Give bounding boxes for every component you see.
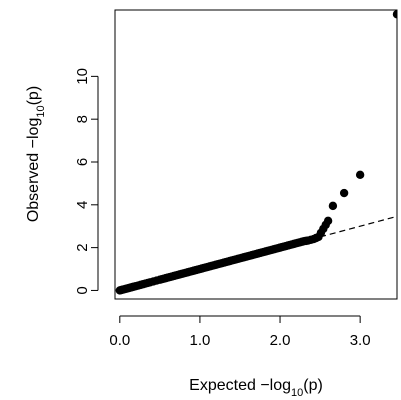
y-tick-label: 4 xyxy=(74,201,91,209)
x-axis-title: Expected −log10(p) xyxy=(189,377,323,399)
series-points xyxy=(115,10,397,295)
data-point xyxy=(323,216,333,226)
reference-line-layer xyxy=(319,215,398,238)
x-tick-label: 1.0 xyxy=(189,332,210,349)
data-point xyxy=(392,10,397,19)
plot-frame xyxy=(114,9,398,300)
y-tick-label: 2 xyxy=(74,243,91,251)
data-point xyxy=(339,188,349,198)
y-tick-label: 6 xyxy=(74,158,91,166)
y-tick-label: 10 xyxy=(74,68,91,85)
y-axis-title: Observed −log10(p) xyxy=(25,86,47,222)
y-tick-label: 0 xyxy=(74,286,91,294)
x-tick-label: 0.0 xyxy=(109,332,130,349)
x-tick-label: 3.0 xyxy=(350,332,371,349)
y-tick-label: 8 xyxy=(74,115,91,123)
data-point xyxy=(355,170,365,180)
data-point xyxy=(328,201,338,211)
labels: 0.0 1.0 2.0 3.0 0 2 4 6 8 10 Expected −log10(p) Obs… xyxy=(25,68,371,399)
points-layer xyxy=(115,10,397,295)
x-tick-label: 2.0 xyxy=(270,332,291,349)
axes xyxy=(91,9,398,323)
reference-line xyxy=(319,215,398,238)
